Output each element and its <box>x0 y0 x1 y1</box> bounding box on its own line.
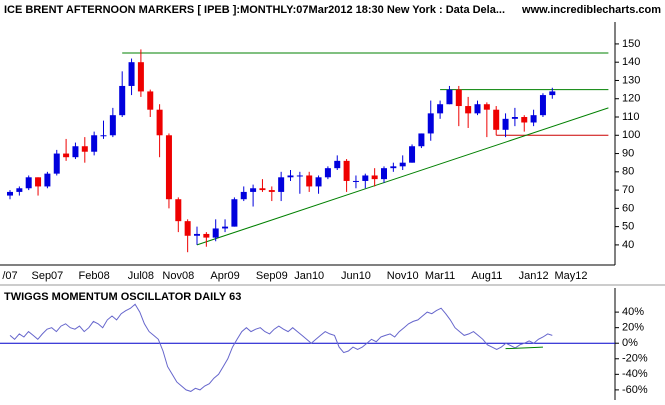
y-tick-label: -60% <box>622 384 648 396</box>
y-tick-label: 20% <box>622 322 644 334</box>
x-tick-label: Jan12 <box>519 270 549 282</box>
x-tick-label: Jul08 <box>128 270 154 282</box>
candle-body <box>184 221 191 236</box>
candle-body <box>63 153 70 158</box>
candle-body <box>362 175 369 181</box>
candle-body <box>7 191 13 196</box>
candle-body <box>315 177 322 187</box>
x-tick-label: Apr09 <box>210 270 239 282</box>
candle-body <box>250 188 257 192</box>
y-tick-label: 70 <box>622 184 634 196</box>
y-tick-label: 0% <box>622 337 638 349</box>
candle-body <box>287 175 294 178</box>
candle-body <box>25 177 32 189</box>
y-tick-label: 50 <box>622 221 634 233</box>
y-tick-label: 90 <box>622 147 634 159</box>
y-tick-label: -20% <box>622 353 648 365</box>
x-tick-label: Mar11 <box>425 270 455 282</box>
y-tick-label: 120 <box>622 93 640 105</box>
candle-body <box>474 104 481 114</box>
candle-body <box>231 199 238 227</box>
candle-body <box>324 168 331 178</box>
candle-body <box>371 175 378 180</box>
candle-body <box>483 104 490 110</box>
x-tick-label: Nov10 <box>387 270 419 282</box>
candle-body <box>493 109 500 130</box>
candle-body <box>278 177 285 192</box>
y-tick-label: 110 <box>622 111 640 123</box>
x-tick-label: Jun10 <box>341 270 371 282</box>
candle-body <box>100 135 107 137</box>
candle-body <box>194 233 200 236</box>
y-tick-label: 130 <box>622 74 640 86</box>
candle-body <box>306 175 313 187</box>
candle-body <box>203 233 210 238</box>
candle-body <box>212 228 219 238</box>
candle-body <box>549 91 556 96</box>
source: www.incrediblecharts.com <box>521 4 661 16</box>
candle-body <box>119 85 126 116</box>
candle-body <box>465 106 472 114</box>
candle-body <box>128 62 135 86</box>
x-tick-label: Aug11 <box>471 270 502 282</box>
candle-body <box>418 133 425 147</box>
y-tick-label: 100 <box>622 129 640 141</box>
candle-body <box>222 226 229 229</box>
y-tick-label: 150 <box>622 38 640 50</box>
candle-body <box>455 89 462 107</box>
candle-body <box>147 91 154 110</box>
candle-body <box>109 115 116 136</box>
y-tick-label: 80 <box>622 166 634 178</box>
trend-line <box>196 107 609 246</box>
candle-body <box>240 191 247 200</box>
candle-body <box>381 168 387 180</box>
candle-body <box>137 62 144 92</box>
x-tick-label: Nov08 <box>162 270 194 282</box>
candle-body <box>352 180 359 182</box>
candle-body <box>296 175 303 177</box>
candle-body <box>530 115 537 123</box>
x-tick-label: Sep07 <box>31 270 63 282</box>
candle-body <box>72 146 79 158</box>
candle-body <box>399 162 406 167</box>
candle-body <box>165 135 172 200</box>
trend-line <box>505 346 543 350</box>
candle-body <box>334 160 341 169</box>
y-tick-label: 140 <box>622 56 640 68</box>
y-tick-label: -40% <box>622 368 648 380</box>
candle-body <box>35 177 42 187</box>
candle-body <box>53 153 60 174</box>
indicator-title: TWIGGS MOMENTUM OSCILLATOR DAILY 63 <box>4 291 241 303</box>
x-tick-label: Feb08 <box>79 270 110 282</box>
oscillator-line <box>9 303 553 392</box>
x-tick-label: May12 <box>554 270 587 282</box>
candle-body <box>343 160 350 181</box>
candle-body <box>521 117 528 123</box>
y-tick-label: 60 <box>622 202 634 214</box>
candle-body <box>390 166 397 169</box>
candle-body <box>81 146 88 152</box>
candle-body <box>539 95 546 116</box>
candle-body <box>268 190 275 192</box>
x-tick-label: Sep09 <box>256 270 288 282</box>
candle-body <box>259 188 266 191</box>
candle-body <box>16 188 23 192</box>
candle-body <box>156 109 163 136</box>
y-tick-label: 40 <box>622 239 634 251</box>
candle-body <box>91 135 98 152</box>
candle-body <box>409 146 416 163</box>
candle-body <box>502 118 509 130</box>
candle-body <box>437 104 444 114</box>
chart-title: ICE BRENT AFTERNOON MARKERS [ IPEB ]:MON… <box>4 4 505 16</box>
candle-body <box>44 173 51 187</box>
candle-body <box>175 199 182 222</box>
y-tick-label: 40% <box>622 306 644 318</box>
x-tick-label: /07 <box>2 270 17 282</box>
x-tick-label: Jan10 <box>294 270 324 282</box>
candle-body <box>511 117 518 119</box>
candle-body <box>427 113 434 134</box>
candle-body <box>446 89 453 105</box>
